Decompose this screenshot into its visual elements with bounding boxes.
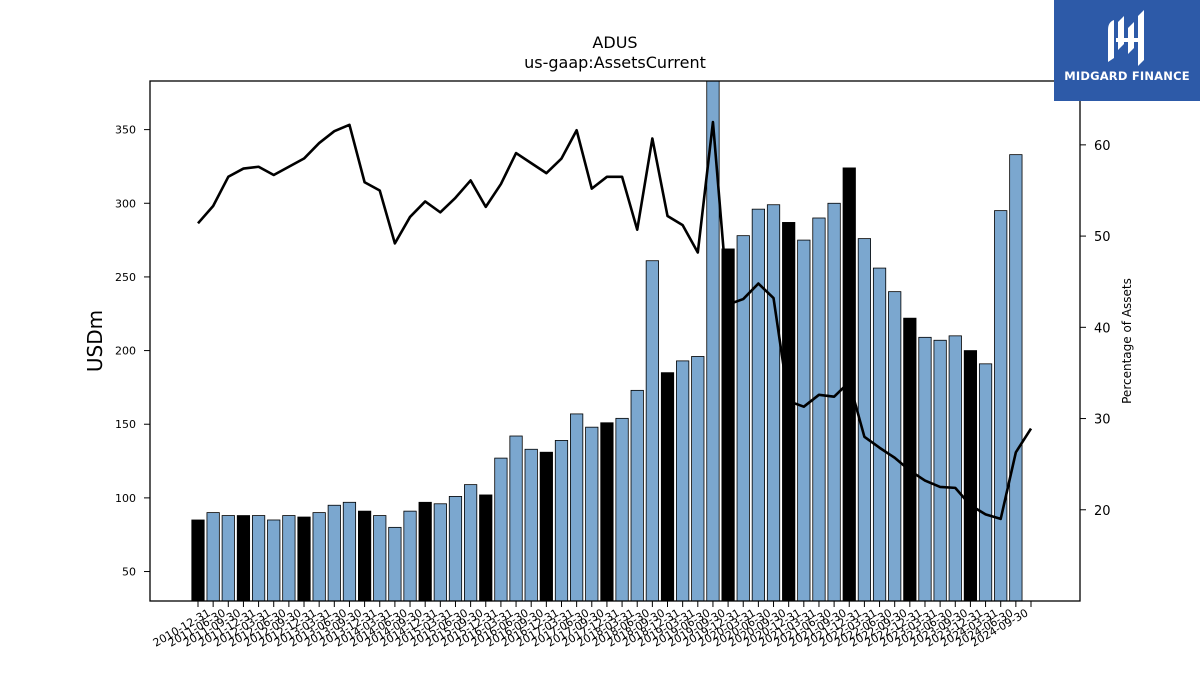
bar-2023-06-30 xyxy=(948,335,962,602)
bar-2012-06-30 xyxy=(282,515,296,602)
bar-2014-06-30 xyxy=(403,510,417,602)
y2-axis-label: Percentage of Assets xyxy=(1120,278,1134,404)
line-layer xyxy=(197,120,1033,521)
bar-2022-09-30 xyxy=(903,317,917,602)
x-axis: 2010-12-312011-06-302011-09-302011-12-31… xyxy=(151,601,1032,650)
y-tick-label: 350 xyxy=(115,124,136,137)
y2-tick-label: 20 xyxy=(1094,504,1111,519)
bar-2018-12-31 xyxy=(676,360,690,602)
bar-2013-12-31 xyxy=(373,515,387,602)
bar-2021-06-30 xyxy=(827,202,841,602)
bar-2014-03-31 xyxy=(388,526,402,602)
bar-2016-12-31 xyxy=(554,440,569,602)
bar-2017-06-30 xyxy=(585,426,599,602)
y-tick-label: 50 xyxy=(122,566,136,579)
y-tick-label: 100 xyxy=(115,492,136,505)
y2-tick-label: 40 xyxy=(1094,321,1111,336)
y-tick-label: 150 xyxy=(115,418,136,431)
bar-2023-09-30 xyxy=(963,350,978,602)
y2-tick-label: 60 xyxy=(1094,139,1111,154)
brand-logo: MIDGARD FINANCE xyxy=(1054,0,1200,101)
y-tick-label: 300 xyxy=(115,197,136,210)
midgard-mark-icon xyxy=(1108,10,1144,66)
bar-2011-09-30 xyxy=(236,515,251,602)
y-axis-left: 50 100 150 200 250 300 350 xyxy=(115,124,150,579)
bar-2012-09-30 xyxy=(297,516,311,602)
y2-tick-label: 30 xyxy=(1094,413,1111,428)
bar-2019-12-31 xyxy=(736,235,750,602)
bar-2020-03-31 xyxy=(751,208,765,602)
bar-2013-09-30 xyxy=(357,510,372,602)
bar-2011-06-30 xyxy=(221,515,235,602)
bar-2024-03-31 xyxy=(994,210,1008,602)
y-tick-label: 250 xyxy=(115,271,136,284)
bar-2018-09-30 xyxy=(660,372,675,602)
bar-2013-03-31 xyxy=(327,504,341,602)
bar-2020-06-30 xyxy=(766,204,781,602)
bar-2024-06-30 xyxy=(1009,154,1023,602)
bar-2016-06-30 xyxy=(524,448,538,602)
plot-frame xyxy=(149,80,1081,602)
brand-name: MIDGARD FINANCE xyxy=(1064,69,1190,83)
bar-2020-09-30 xyxy=(782,222,796,602)
y2-tick-label: 50 xyxy=(1094,230,1111,245)
bar-2016-03-31 xyxy=(509,435,523,602)
chart-subtitle: us-gaap:AssetsCurrent xyxy=(524,53,706,72)
bar-2014-09-30 xyxy=(418,501,432,602)
bar-2023-12-31 xyxy=(978,363,993,602)
y-tick-label: 200 xyxy=(115,345,136,358)
bar-2022-03-31 xyxy=(872,267,887,602)
percentage-line xyxy=(197,120,1033,521)
bar-2015-06-30 xyxy=(464,484,478,602)
bar-2022-06-30 xyxy=(888,291,902,602)
bar-2015-09-30 xyxy=(479,494,493,602)
bars-layer xyxy=(191,80,1023,602)
bar-2021-03-31 xyxy=(812,217,826,602)
chart-title: ADUS xyxy=(592,33,637,52)
bar-2017-03-31 xyxy=(570,413,584,602)
bar-2022-12-31 xyxy=(918,336,932,602)
bar-2019-03-31 xyxy=(691,356,705,602)
bar-2017-09-30 xyxy=(600,422,614,602)
bar-2020-12-31 xyxy=(797,239,811,602)
bar-2023-03-31 xyxy=(933,339,947,602)
bar-2016-09-30 xyxy=(539,451,553,602)
bar-2015-03-31 xyxy=(448,496,463,602)
bar-2012-03-31 xyxy=(267,519,281,602)
bar-2011-03-31 xyxy=(206,512,220,602)
bar-2013-06-30 xyxy=(342,501,357,602)
bar-2014-12-31 xyxy=(433,503,447,602)
bar-2011-12-31 xyxy=(251,515,266,602)
bar-2015-12-31 xyxy=(494,457,508,602)
y-axis-label: USDm xyxy=(83,310,107,372)
bar-2017-12-31 xyxy=(615,417,629,602)
bar-2018-06-30 xyxy=(645,260,659,602)
y-axis-right: 20 30 40 50 60 xyxy=(1080,139,1111,519)
bar-2010-12-31 xyxy=(191,519,205,602)
bar-2012-12-31 xyxy=(312,512,326,602)
bar-2018-03-31 xyxy=(630,389,644,602)
